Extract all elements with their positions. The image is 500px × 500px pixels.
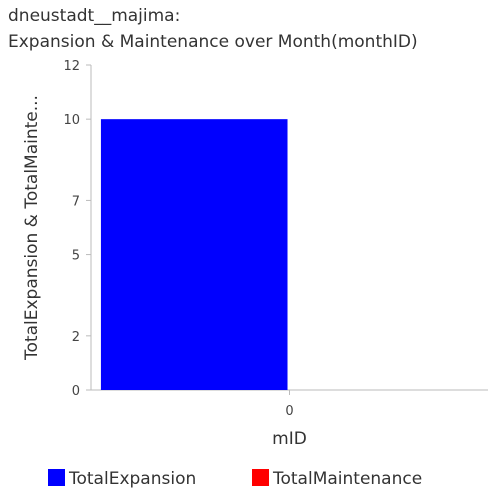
x-tick-label: 0 <box>285 404 293 419</box>
bars <box>100 119 288 391</box>
legend[interactable]: TotalExpansion TotalMaintenance <box>48 469 422 489</box>
bar-totalexpansion[interactable] <box>100 119 288 391</box>
y-tick-label: 2 <box>72 330 80 345</box>
legend-label: TotalMaintenance <box>272 469 422 489</box>
legend-swatch <box>252 469 269 486</box>
y-tick-label: 7 <box>72 194 80 209</box>
chart-title-line-2: Expansion & Maintenance over Month(month… <box>8 32 418 52</box>
legend-label: TotalExpansion <box>68 469 196 489</box>
y-tick-label: 12 <box>63 59 80 74</box>
x-axis-label: mID <box>272 429 307 449</box>
legend-item-totalmaintenance[interactable]: TotalMaintenance <box>252 469 422 489</box>
y-axis-label: TotalExpansion & TotalMainte... <box>22 95 42 361</box>
y-tick-label: 0 <box>72 384 80 399</box>
legend-item-totalexpansion[interactable]: TotalExpansion <box>48 469 196 489</box>
y-axis: 0 2 5 7 10 12 <box>63 59 92 399</box>
y-tick-label: 5 <box>72 249 80 264</box>
y-tick-label: 10 <box>63 113 80 128</box>
legend-swatch <box>48 469 65 486</box>
chart-title-line-1: dneustadt__majima: <box>8 6 181 26</box>
x-axis: 0 <box>91 389 488 419</box>
